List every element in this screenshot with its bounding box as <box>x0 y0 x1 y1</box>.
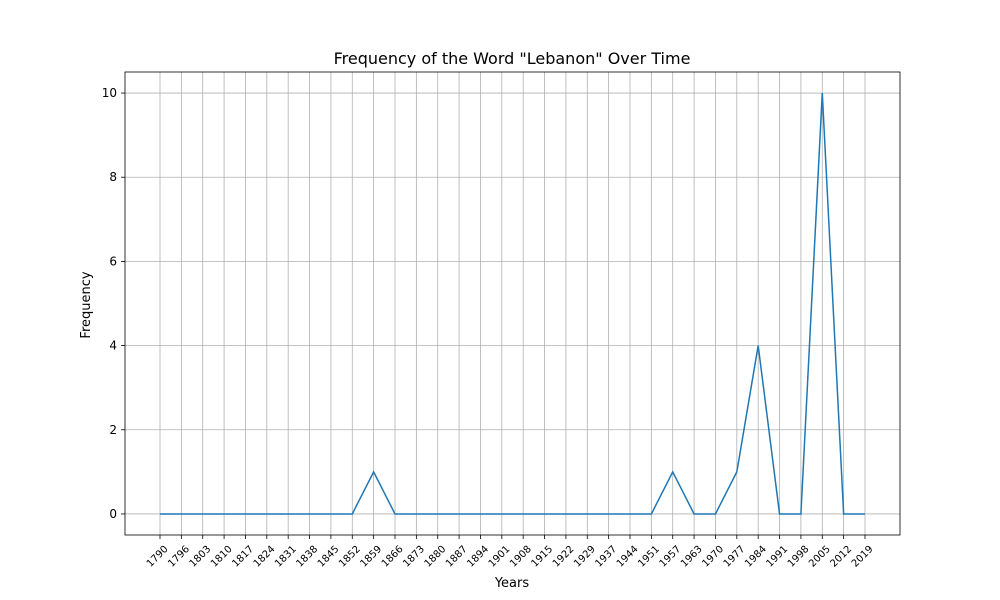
x-tick-label: 1894 <box>465 544 491 570</box>
x-tick-label: 1944 <box>615 544 641 570</box>
x-tick-label: 1984 <box>743 544 769 570</box>
x-tick-label: 1915 <box>529 544 555 570</box>
x-tick-label: 2012 <box>829 544 855 570</box>
chart-title: Frequency of the Word "Lebanon" Over Tim… <box>334 49 691 68</box>
x-tick-label: 1922 <box>551 544 577 570</box>
x-tick-label: 1937 <box>594 544 620 570</box>
x-tick-label: 1901 <box>487 544 513 570</box>
x-tick-label: 1790 <box>145 544 171 570</box>
x-tick-label: 1887 <box>444 544 470 570</box>
x-tick-label: 1810 <box>209 544 235 570</box>
y-tick-label: 2 <box>109 423 117 437</box>
series-layer <box>160 93 865 515</box>
x-tick-label: 1824 <box>252 544 278 570</box>
x-tick-label: 1845 <box>316 544 342 570</box>
x-tick-label: 1951 <box>636 544 662 570</box>
x-tick-label: 1991 <box>764 544 790 570</box>
x-axis-label: Years <box>494 576 530 591</box>
y-tick-label: 0 <box>109 507 117 521</box>
x-tick-label: 1866 <box>380 544 406 570</box>
x-tick-label: 1873 <box>401 544 427 570</box>
x-tick-label: 1859 <box>359 544 385 570</box>
x-tick-label: 1852 <box>337 544 363 570</box>
x-tick-label: 1970 <box>700 544 726 570</box>
x-tick-label: 1838 <box>294 544 320 570</box>
x-tick-label: 1957 <box>658 544 684 570</box>
y-axis-label: Frequency <box>79 271 94 338</box>
y-tick-label: 4 <box>109 339 117 353</box>
x-tick-label: 1929 <box>572 544 598 570</box>
x-tick-label: 1817 <box>230 544 256 570</box>
x-tick-label: 1831 <box>273 544 299 570</box>
y-tick-label: 10 <box>102 86 117 100</box>
series-line <box>160 93 865 515</box>
x-tick-label: 1908 <box>508 544 534 570</box>
x-tick-label: 1796 <box>166 544 192 570</box>
plot-frame <box>124 71 901 536</box>
x-tick-label: 2019 <box>850 544 876 570</box>
x-tick-label: 2005 <box>807 544 833 570</box>
x-tick-label: 1963 <box>679 544 705 570</box>
x-tick-label: 1880 <box>423 544 449 570</box>
x-ticks: 1790179618031810181718241831183818451852… <box>145 535 876 570</box>
x-tick-label: 1998 <box>786 544 812 570</box>
axes <box>124 71 901 536</box>
x-tick-label: 1977 <box>722 544 748 570</box>
y-tick-label: 8 <box>109 170 117 184</box>
y-ticks: 0 2 4 6 8 10 <box>102 86 125 521</box>
x-tick-label: 1803 <box>188 544 214 570</box>
grid <box>125 72 900 535</box>
y-tick-label: 6 <box>109 254 117 268</box>
